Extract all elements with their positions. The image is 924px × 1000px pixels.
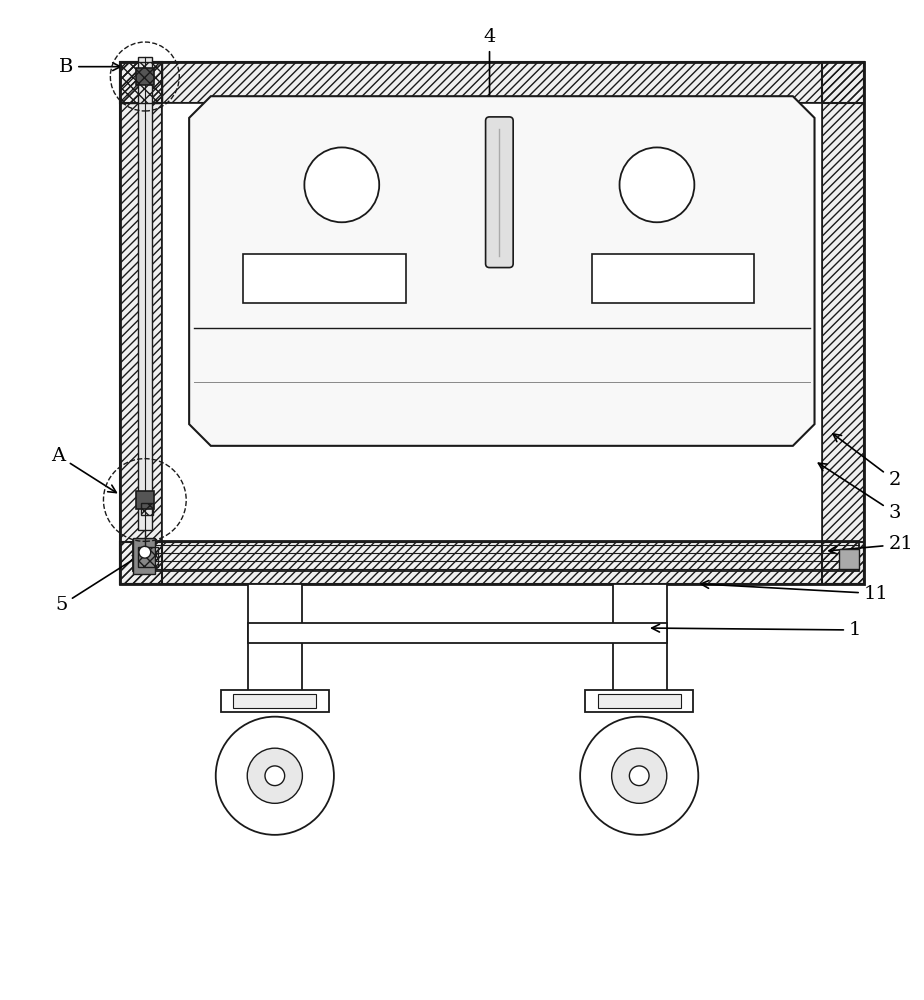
Text: 3: 3 xyxy=(819,463,901,522)
Bar xyxy=(585,690,693,712)
Bar xyxy=(249,584,302,702)
Bar xyxy=(120,542,864,584)
Bar xyxy=(133,541,858,571)
Bar xyxy=(243,254,406,303)
Bar xyxy=(613,584,667,702)
Text: 5: 5 xyxy=(55,555,140,614)
Circle shape xyxy=(580,717,699,835)
Bar xyxy=(120,62,162,103)
Bar xyxy=(592,254,754,303)
Bar xyxy=(249,623,667,643)
Circle shape xyxy=(304,147,379,222)
Bar xyxy=(138,57,152,530)
Text: 1: 1 xyxy=(651,621,861,639)
Circle shape xyxy=(612,748,667,803)
FancyBboxPatch shape xyxy=(486,117,513,268)
Circle shape xyxy=(139,546,151,558)
Bar xyxy=(140,503,152,515)
Circle shape xyxy=(265,766,285,786)
Bar xyxy=(136,491,153,509)
Text: A: A xyxy=(51,447,116,493)
Circle shape xyxy=(619,147,694,222)
Bar xyxy=(839,549,858,569)
Bar xyxy=(136,68,153,85)
Circle shape xyxy=(215,717,334,835)
Text: 4: 4 xyxy=(483,28,495,131)
Bar xyxy=(120,62,864,103)
Bar xyxy=(133,538,154,574)
Bar xyxy=(162,103,822,542)
Text: 21: 21 xyxy=(829,535,913,554)
Bar xyxy=(120,62,864,584)
Bar xyxy=(822,62,864,584)
Bar xyxy=(598,694,681,708)
Circle shape xyxy=(248,748,302,803)
Bar xyxy=(138,547,158,567)
Text: 11: 11 xyxy=(701,581,889,603)
Bar xyxy=(234,694,316,708)
Text: 2: 2 xyxy=(833,434,901,489)
Polygon shape xyxy=(189,96,815,446)
Text: B: B xyxy=(59,58,120,76)
Bar xyxy=(120,62,162,584)
Circle shape xyxy=(629,766,649,786)
Bar xyxy=(221,690,329,712)
